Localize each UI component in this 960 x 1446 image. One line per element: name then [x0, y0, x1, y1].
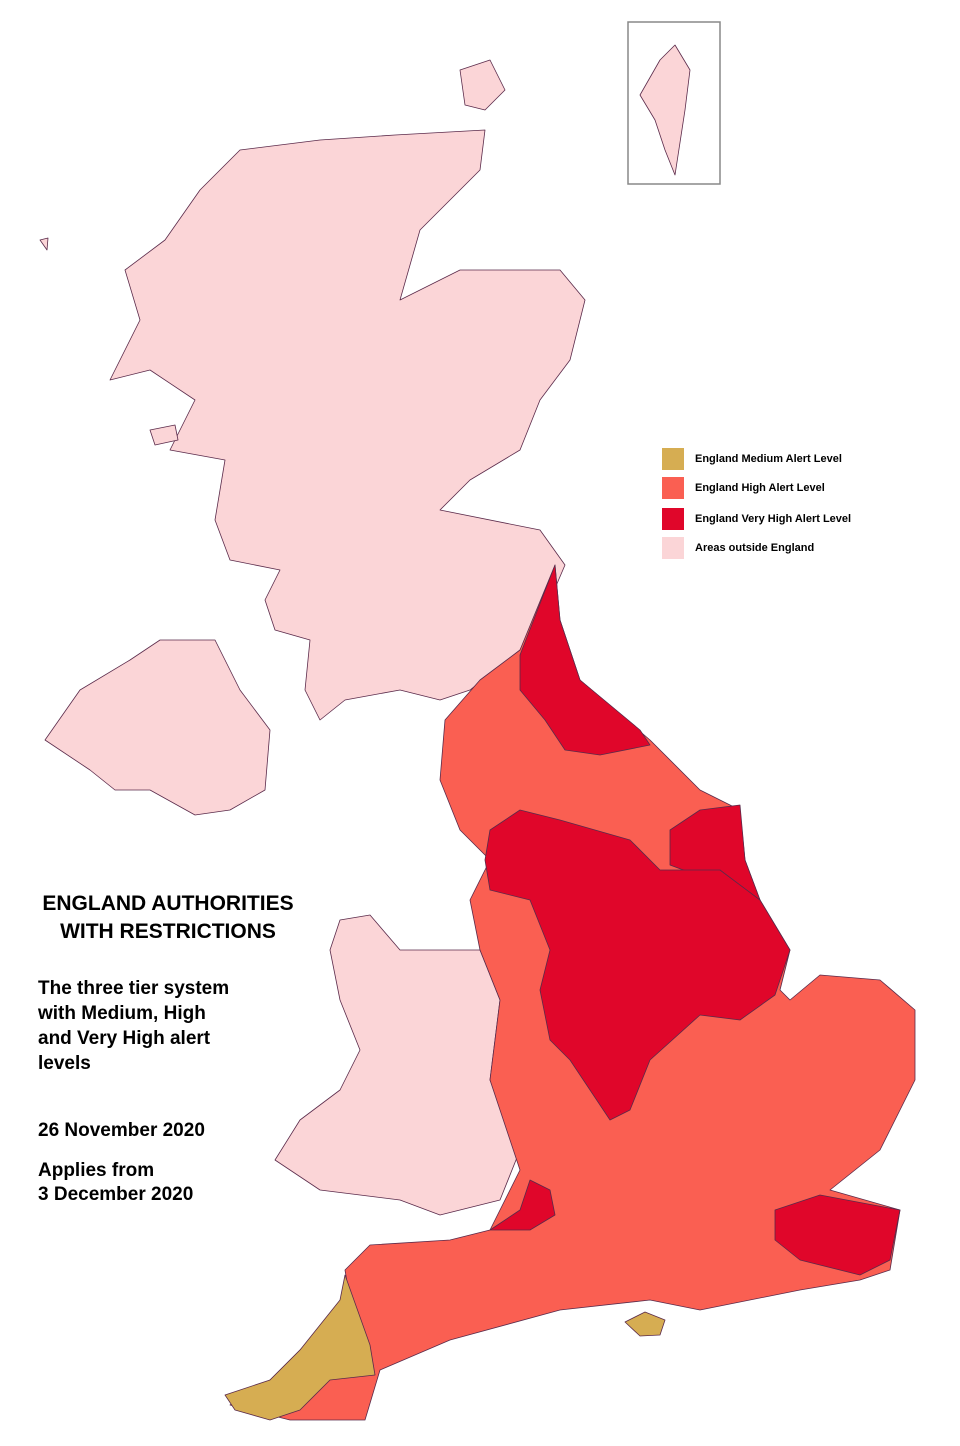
- subtitle: and Very High alert: [38, 1028, 211, 1049]
- title: WITH RESTRICTIONS: [60, 920, 276, 943]
- scottish-islands: [39, 59, 506, 446]
- shetland: [639, 44, 691, 176]
- humber: [669, 804, 761, 901]
- legend-label: Areas outside England: [695, 542, 814, 554]
- isle-of-wight: [624, 1311, 666, 1337]
- cornwall: [224, 1274, 376, 1421]
- wales: [274, 914, 521, 1216]
- kent: [774, 1194, 901, 1276]
- subtitle: The three tier system: [38, 978, 229, 999]
- legend-swatch: [662, 448, 684, 470]
- northern-ireland: [44, 639, 271, 816]
- north-east: [519, 564, 651, 756]
- regions: [39, 59, 916, 1421]
- scotland: [109, 129, 586, 721]
- date: 26 November 2020: [38, 1120, 205, 1141]
- bristol: [489, 1179, 556, 1231]
- legend-label: England Medium Alert Level: [695, 453, 842, 465]
- subtitle: with Medium, High: [37, 1003, 206, 1024]
- shetland-inset: [627, 21, 721, 185]
- legend-label: England Very High Alert Level: [695, 513, 851, 525]
- legend-swatch: [662, 537, 684, 559]
- legend-swatch: [662, 477, 684, 499]
- applies: 3 December 2020: [38, 1184, 193, 1205]
- legend-swatch: [662, 508, 684, 530]
- applies: Applies from: [38, 1160, 154, 1181]
- legend: England Medium Alert Level England High A…: [662, 448, 851, 559]
- title: ENGLAND AUTHORITIES: [42, 892, 293, 915]
- legend-label: England High Alert Level: [695, 482, 825, 494]
- subtitle: levels: [38, 1053, 91, 1074]
- midlands-north-west: [484, 809, 791, 1121]
